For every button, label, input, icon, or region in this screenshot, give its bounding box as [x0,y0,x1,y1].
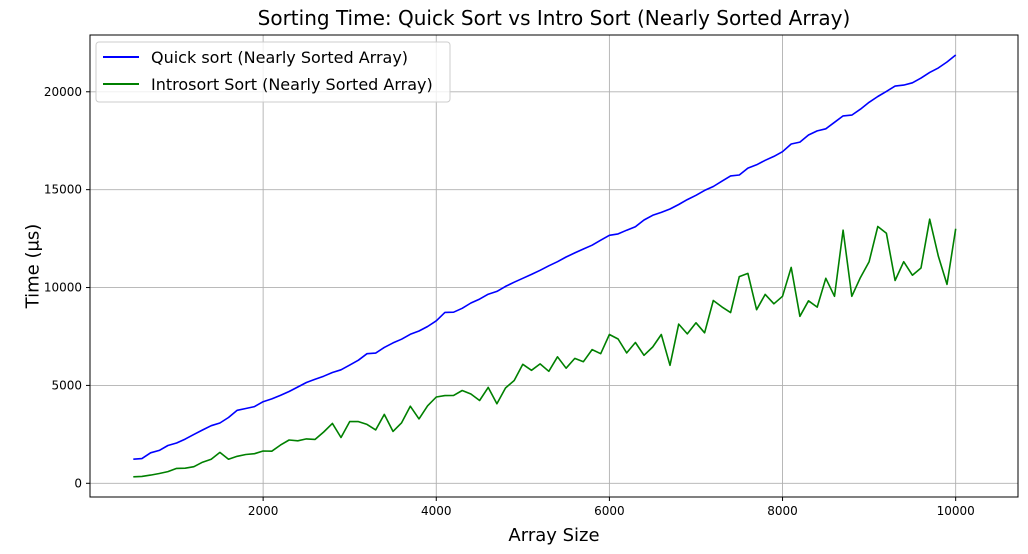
x-tick-label: 8000 [767,504,798,518]
y-tick-label: 20000 [44,85,82,99]
y-tick-label: 15000 [44,183,82,197]
series-line-introsort [133,218,957,478]
y-tick-label: 5000 [51,378,82,392]
x-axis-label: Array Size [508,525,599,546]
y-axis-label: Time (µs) [23,224,44,310]
chart-title: Sorting Time: Quick Sort vs Intro Sort (… [258,6,851,30]
series-line-quick-sort [133,54,957,460]
y-tick-label: 0 [74,476,82,490]
legend: Quick sort (Nearly Sorted Array) Introso… [95,41,451,103]
plot-frame [89,34,1019,498]
grid-lines [90,35,1018,497]
x-tick-label: 4000 [421,504,452,518]
x-tick-label: 6000 [594,504,625,518]
x-tick-label: 2000 [248,504,279,518]
legend-label-introsort: Introsort Sort (Nearly Sorted Array) [151,75,433,94]
legend-box [95,41,451,103]
series-layer [133,54,957,478]
legend-label-quick-sort: Quick sort (Nearly Sorted Array) [151,48,408,67]
y-tick-label: 10000 [44,281,82,295]
axis-ticks: 2000 4000 6000 8000 10000 0 5000 10000 15000 2000… [44,85,975,518]
x-tick-label: 10000 [937,504,975,518]
